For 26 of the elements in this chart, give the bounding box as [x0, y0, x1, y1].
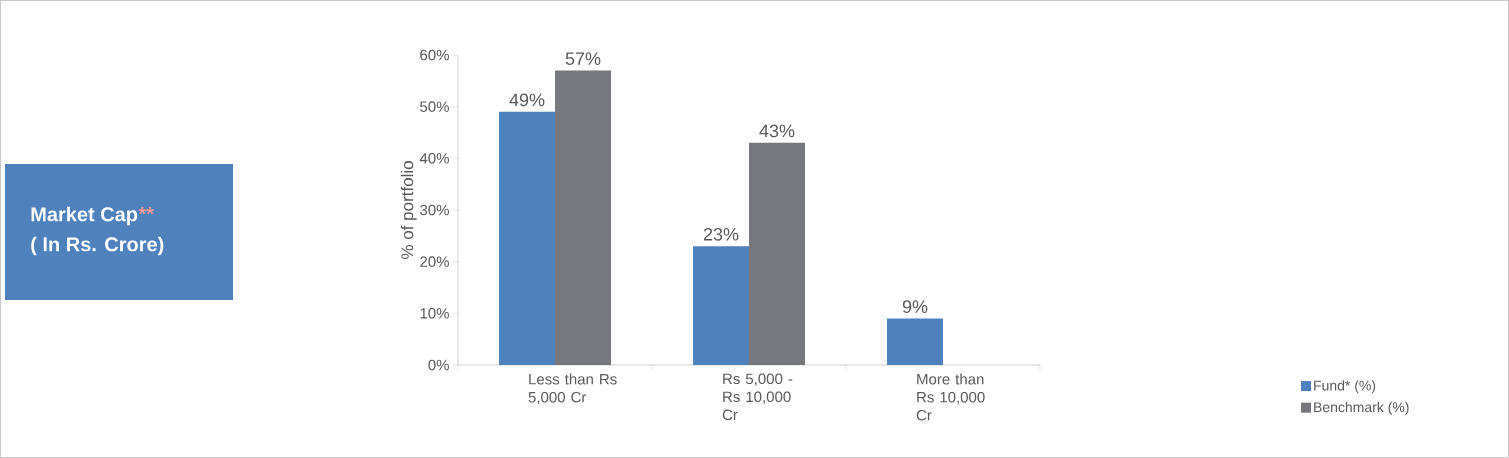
text: ( In Rs. Crore): [31, 236, 164, 256]
x-tick-label: Rs 5,000 - Rs 10,000 Cr: [722, 373, 793, 421]
y-tick-label: 40%: [419, 153, 449, 164]
data-label: 57%: [565, 52, 601, 65]
bar: [693, 246, 750, 365]
text: Market Cap: [31, 206, 138, 226]
data-label: 49%: [509, 93, 545, 107]
y-tick-label: 50%: [420, 101, 449, 112]
y-axis-title: % of portfolio: [400, 161, 417, 259]
bar: [499, 111, 556, 365]
bar: [887, 318, 944, 365]
x-tick-label: More than Rs 10,000 Cr: [916, 373, 985, 421]
text: **: [138, 207, 154, 215]
y-tick-label: 30%: [420, 204, 449, 216]
y-tick-label: 0%: [428, 359, 449, 371]
data-label: 43%: [759, 124, 795, 138]
x-tick-label: Less than Rs 5,000 Cr: [528, 373, 617, 405]
legend-label: Fund* (%): [1314, 380, 1376, 394]
data-label: 9%: [902, 300, 928, 313]
bar: [555, 70, 612, 365]
legend-label: Benchmark (%): [1314, 401, 1409, 415]
y-tick-label: 10%: [420, 308, 449, 319]
data-label: 23%: [703, 227, 739, 241]
y-tick-label: 60%: [420, 49, 449, 61]
bar: [749, 142, 806, 365]
y-tick-label: 20%: [420, 256, 449, 267]
